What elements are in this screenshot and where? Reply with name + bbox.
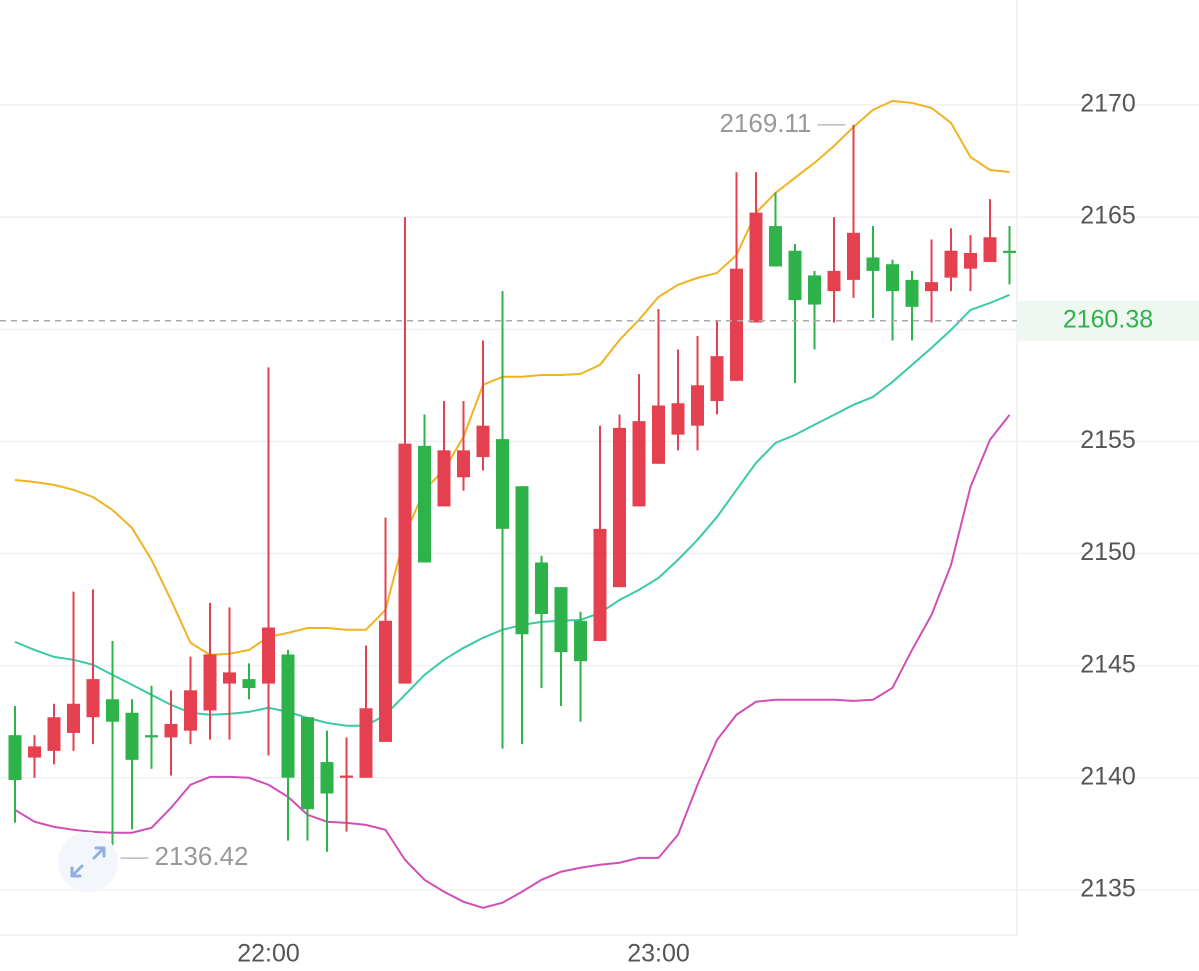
candle-body xyxy=(281,654,295,778)
candle-body xyxy=(886,264,899,292)
candle-body xyxy=(769,226,782,267)
band-line xyxy=(14,414,1011,909)
candle-body xyxy=(944,250,958,278)
candle-body xyxy=(515,486,529,635)
candle-body xyxy=(691,385,704,426)
candle-body xyxy=(418,445,431,563)
last-price-tag xyxy=(1017,300,1199,341)
candle-body xyxy=(788,250,802,301)
x-tick-label: 22:00 xyxy=(237,940,300,968)
x-tick-label: 23:00 xyxy=(627,940,690,968)
candle-body xyxy=(86,679,100,718)
y-tick-label: 2145 xyxy=(1080,650,1136,678)
candle-body xyxy=(652,405,665,464)
candle-body xyxy=(574,620,587,662)
candle-body xyxy=(203,654,217,711)
candle-body xyxy=(808,275,821,305)
band-line xyxy=(14,293,1010,727)
candle-body xyxy=(983,237,997,262)
candle-body xyxy=(379,620,392,742)
band-layer xyxy=(14,99,1011,909)
candle-body xyxy=(359,708,373,778)
candle-body xyxy=(223,672,236,684)
candle-body xyxy=(749,212,763,323)
candle-body xyxy=(320,762,334,794)
candle-body xyxy=(613,427,626,588)
candle-body xyxy=(8,735,22,781)
candle-body xyxy=(67,703,80,733)
candle-body xyxy=(184,690,197,731)
candle-body xyxy=(964,252,977,269)
high-marker-label: 2169.11 xyxy=(719,108,811,138)
candle-body xyxy=(496,439,509,529)
y-tick-label: 2140 xyxy=(1080,762,1136,790)
candle-body xyxy=(905,279,919,307)
expand-button-bg xyxy=(58,832,118,892)
last-price-label: 2160.38 xyxy=(1063,305,1153,333)
y-tick-label: 2155 xyxy=(1080,426,1136,454)
candle-body xyxy=(476,425,490,458)
low-marker-label: 2136.42 xyxy=(155,841,249,871)
label-layer: 2135214021452150215521602165217022:0023:… xyxy=(0,90,1199,968)
candle-body xyxy=(554,587,568,653)
candle-body xyxy=(710,356,724,402)
candle-body xyxy=(398,443,412,684)
candle-body xyxy=(28,746,41,758)
candle-body xyxy=(457,450,470,478)
candle-body xyxy=(47,717,61,751)
candle-body xyxy=(1003,250,1016,253)
candle-body xyxy=(847,232,860,280)
candle-body xyxy=(106,699,119,722)
candle-body xyxy=(164,723,178,738)
candle-body xyxy=(632,421,646,507)
candle-body xyxy=(730,268,743,381)
candle-body xyxy=(242,679,256,689)
candle-body xyxy=(671,403,685,435)
candle-layer xyxy=(8,124,1016,859)
candle-body xyxy=(535,562,548,615)
candle-body xyxy=(125,712,139,760)
candle-body xyxy=(593,528,607,641)
expand-icon xyxy=(70,846,106,878)
y-tick-label: 2150 xyxy=(1080,538,1136,566)
candle-body xyxy=(262,627,275,684)
candle-body xyxy=(301,717,314,810)
candle-body xyxy=(145,735,158,738)
y-tick-label: 2165 xyxy=(1080,202,1136,230)
y-tick-label: 2135 xyxy=(1080,875,1136,903)
candle-body xyxy=(827,270,841,292)
candle-body xyxy=(340,775,353,778)
candle-body xyxy=(925,282,938,292)
expand-button[interactable] xyxy=(58,832,118,892)
candle-body xyxy=(866,257,880,271)
band-line xyxy=(14,99,1010,656)
candle-body xyxy=(437,450,451,507)
y-tick-label: 2170 xyxy=(1080,90,1136,118)
